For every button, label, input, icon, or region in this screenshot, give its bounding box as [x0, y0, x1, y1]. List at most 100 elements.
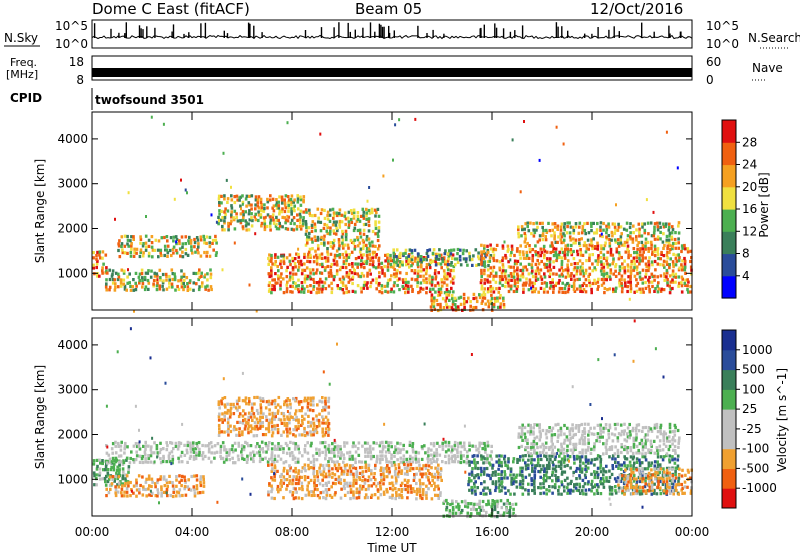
heatmap-cell — [292, 272, 295, 276]
heatmap-cell — [632, 479, 636, 483]
heatmap-cell — [670, 235, 674, 239]
heatmap-cell — [527, 229, 531, 233]
heatmap-cell — [159, 477, 162, 481]
heatmap-cell — [206, 250, 209, 254]
heatmap-cell — [474, 492, 477, 496]
heatmap-cell — [563, 455, 566, 459]
heatmap-cell — [539, 286, 543, 290]
heatmap-cell — [311, 417, 315, 421]
heatmap-cell — [587, 445, 590, 449]
heatmap-cell — [295, 224, 299, 229]
heatmap-cell — [448, 511, 451, 516]
heatmap-cell — [307, 235, 311, 239]
heatmap-cell — [533, 451, 536, 455]
heatmap-cell — [367, 466, 370, 470]
heatmap-cell — [294, 487, 297, 491]
heatmap-cell — [513, 492, 516, 496]
heatmap-cell — [282, 277, 285, 281]
heatmap-cell — [327, 443, 331, 448]
heatmap-cell — [132, 237, 135, 241]
heatmap-cell — [374, 223, 377, 227]
heatmap-cell — [567, 287, 571, 291]
heatmap-cell — [574, 486, 578, 490]
heatmap-cell — [276, 274, 280, 278]
heatmap-cell — [396, 283, 399, 288]
heatmap-cell — [307, 226, 311, 230]
heatmap-cell — [250, 224, 254, 228]
heatmap-cell — [184, 247, 188, 252]
heatmap-cell — [538, 430, 542, 434]
heatmap-cell — [386, 256, 389, 260]
heatmap-cell — [638, 287, 641, 291]
heatmap-cell — [354, 290, 357, 294]
heatmap-cell — [623, 461, 626, 465]
heatmap-cell — [270, 291, 273, 295]
heatmap-cell — [232, 405, 236, 409]
heatmap-cell — [480, 287, 484, 291]
heatmap-cell — [258, 426, 262, 430]
heatmap-cell — [298, 218, 302, 222]
heatmap-cell — [319, 211, 323, 216]
heatmap-cell — [235, 216, 238, 220]
heatmap-cell — [650, 234, 654, 238]
heatmap-cell — [618, 268, 622, 272]
heatmap-cell — [125, 474, 129, 478]
heatmap-cell — [353, 238, 356, 242]
heatmap-cell — [480, 301, 484, 305]
heatmap-cell — [524, 446, 528, 450]
heatmap-cell — [312, 429, 315, 434]
heatmap-cell — [501, 259, 504, 263]
heatmap-cell — [492, 258, 496, 263]
heatmap-cell — [580, 470, 584, 474]
heatmap-cell — [291, 490, 295, 495]
heatmap-cell — [339, 447, 342, 451]
heatmap-cell — [315, 425, 319, 429]
heatmap-cell — [455, 505, 458, 509]
heatmap-cell — [400, 471, 403, 475]
heatmap-cell — [546, 258, 549, 263]
heatmap-cell — [297, 471, 300, 475]
heatmap-cell — [587, 274, 590, 278]
heatmap-cell — [629, 269, 633, 273]
heatmap-cell — [311, 220, 315, 224]
heatmap-cell — [651, 263, 654, 267]
heatmap-cell — [434, 269, 437, 273]
heatmap-cell — [443, 277, 447, 281]
heatmap-cell — [355, 496, 359, 500]
heatmap-cell — [352, 479, 356, 483]
heatmap-cell — [367, 223, 371, 228]
heatmap-cell — [326, 210, 330, 214]
heatmap-cell — [339, 456, 342, 460]
heatmap-cell — [480, 457, 483, 461]
heatmap-cell — [257, 218, 260, 223]
heatmap-cell — [306, 259, 309, 263]
heatmap-cell — [259, 213, 263, 217]
heatmap-cell — [488, 274, 492, 278]
heatmap-cell — [641, 268, 645, 272]
heatmap-cell — [657, 287, 661, 291]
heatmap-cell — [491, 269, 495, 273]
heatmap-cell — [487, 502, 491, 506]
heatmap-cell — [539, 454, 542, 458]
heatmap-cell — [119, 278, 123, 282]
heatmap-cell — [650, 461, 654, 465]
heatmap-cell — [310, 441, 313, 445]
heatmap-cell — [629, 253, 632, 258]
heatmap-cell — [466, 505, 470, 509]
heatmap-cell — [584, 488, 588, 492]
heatmap-cell — [460, 508, 464, 513]
heatmap-cell — [528, 244, 531, 248]
heatmap-cell — [567, 488, 570, 492]
heatmap-cell — [183, 443, 186, 447]
heatmap-cell — [297, 247, 300, 251]
heatmap-cell — [312, 260, 316, 264]
heatmap-cell — [376, 488, 380, 492]
heatmap-cell — [98, 471, 102, 475]
heatmap-cell — [558, 255, 561, 259]
heatmap-cell — [653, 274, 656, 278]
heatmap-cell — [431, 251, 435, 255]
heatmap-cell — [376, 481, 380, 486]
heatmap-cell — [432, 287, 435, 291]
heatmap-cell — [562, 451, 565, 455]
heatmap-cell — [334, 477, 338, 481]
